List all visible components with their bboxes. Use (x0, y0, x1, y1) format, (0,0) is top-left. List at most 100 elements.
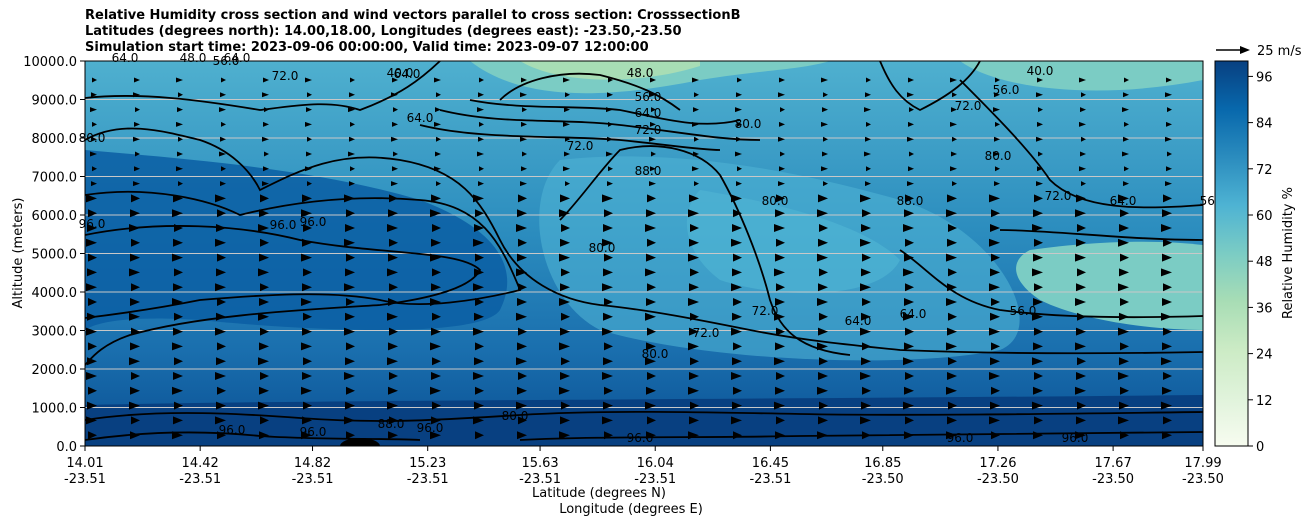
wind-vector-arrow (130, 209, 140, 218)
contour-80-lower (85, 410, 1203, 422)
wind-vector-arrow (732, 401, 742, 410)
wind-vector-arrow (1033, 298, 1043, 306)
wind-vector-arrow (1167, 151, 1172, 157)
contour-lines (85, 61, 1203, 441)
wind-vector-arrow (432, 312, 441, 321)
wind-vector-arrow (88, 298, 97, 306)
wind-vector-arrow (1123, 92, 1129, 98)
wind-vector-arrow (1163, 238, 1172, 247)
y-tick-label: 9000.0 (32, 94, 78, 109)
wind-vector-arrow (821, 166, 828, 172)
wind-vector-arrow (131, 283, 140, 292)
wind-vector-arrow (264, 151, 269, 157)
wind-vector-arrow (86, 238, 97, 247)
contour-label: 96.0 (219, 423, 246, 437)
wind-vector-arrow (301, 253, 312, 262)
colorbar-tick-label: 0 (1256, 440, 1264, 455)
wind-vector-arrow (865, 136, 871, 142)
wind-vector-arrow (991, 209, 1000, 218)
wind-vector-arrow (301, 298, 312, 306)
wind-vector-arrow (258, 268, 269, 277)
wind-vector-arrow (1161, 446, 1172, 454)
contour-label: 64.0 (845, 314, 872, 328)
wind-vector-arrow (1204, 254, 1215, 262)
wind-vector-arrow (221, 121, 226, 127)
wind-vector-arrow (1163, 283, 1172, 292)
wind-vector-arrow (432, 268, 441, 277)
wind-vector-arrow (131, 194, 140, 203)
wind-vector-arrow (475, 298, 484, 306)
contour-64-mid-right (899, 249, 1203, 319)
wind-vector-arrow (775, 386, 785, 395)
wind-vector-arrow (430, 431, 441, 440)
wind-vector-arrow (645, 224, 656, 232)
wind-vector-arrow (350, 77, 355, 83)
wind-vector-arrow (1075, 298, 1086, 306)
contour-56-right (999, 229, 1203, 241)
wind-vector-arrow (1162, 298, 1172, 306)
wind-vector-arrow (431, 194, 441, 203)
wind-vector-arrow (822, 151, 828, 157)
wind-vector-arrow (431, 372, 441, 380)
wind-vector-arrow (646, 298, 656, 306)
wind-vector-arrow (563, 166, 570, 172)
wind-vector-arrow (989, 194, 1000, 203)
wind-vector-arrow (516, 224, 527, 232)
wind-vector-arrow (262, 92, 269, 98)
wind-vector-arrow (650, 121, 656, 127)
wind-vector-arrow (561, 401, 570, 410)
wind-vector-arrow (780, 107, 785, 113)
wind-vector-arrow (732, 446, 742, 454)
wind-vector-arrow (258, 401, 269, 410)
wind-vector-arrow (690, 357, 699, 366)
wind-vector-arrow (1162, 253, 1172, 262)
wind-vector-arrow (1081, 92, 1086, 98)
wind-vector-arrow (604, 298, 613, 306)
contour-label: 64.0 (407, 111, 434, 125)
wind-vector-arrow (1162, 386, 1172, 395)
wind-vector-arrow (473, 283, 484, 292)
wind-vector-arrow (819, 224, 828, 232)
wind-vector-arrow (603, 357, 613, 366)
colorbar-tick-label: 60 (1256, 209, 1273, 224)
contour-label: 72.0 (693, 326, 720, 340)
wind-vector-arrow (774, 446, 785, 454)
y-tick-label: 4000.0 (32, 286, 78, 301)
contour-56-upper (469, 99, 741, 125)
wind-vector-arrow (391, 181, 398, 187)
wind-vector-arrow (649, 92, 656, 98)
wind-vector-arrow (260, 194, 269, 203)
contour-label: 80.0 (985, 149, 1012, 163)
wind-vector-arrow (651, 151, 656, 157)
wind-vector-arrow (732, 224, 742, 232)
wind-vector-arrow (1119, 357, 1129, 366)
x-tick-label-latitude: 14.42 (182, 456, 219, 471)
wind-vector-arrow (1032, 268, 1043, 277)
wind-vector-arrow (560, 238, 570, 247)
wind-vector-arrow (995, 77, 1000, 83)
contour-label: 64.0 (635, 106, 662, 120)
wind-vector-arrow (173, 238, 183, 247)
wind-vector-arrow (991, 298, 1000, 306)
wind-vector-arrow (608, 77, 613, 83)
x-tick-label-latitude: 14.01 (66, 456, 103, 471)
wind-vector-arrow (130, 342, 140, 351)
wind-vector-arrow (432, 357, 441, 366)
wind-vector-arrow (217, 342, 226, 351)
wind-vector-arrow (947, 416, 957, 425)
wind-vector-arrow (217, 386, 226, 395)
wind-vector-arrow (258, 357, 269, 366)
wind-vector-arrow (818, 283, 828, 292)
wind-vector-arrow (344, 372, 355, 380)
wind-vector-arrow (173, 372, 183, 380)
wind-vector-arrow (1206, 446, 1215, 454)
wind-vector-arrow (604, 386, 613, 395)
x-tick-label-longitude: -23.50 (1092, 472, 1134, 487)
wind-vector-arrow (603, 268, 613, 277)
wind-vector-arrow (391, 136, 398, 142)
wind-vector-arrow (518, 194, 527, 203)
wind-vector-arrow (645, 401, 656, 410)
wind-vector-arrow (1210, 137, 1215, 142)
wind-vector-arrow (1033, 209, 1043, 218)
wind-vector-arrow (694, 92, 699, 98)
